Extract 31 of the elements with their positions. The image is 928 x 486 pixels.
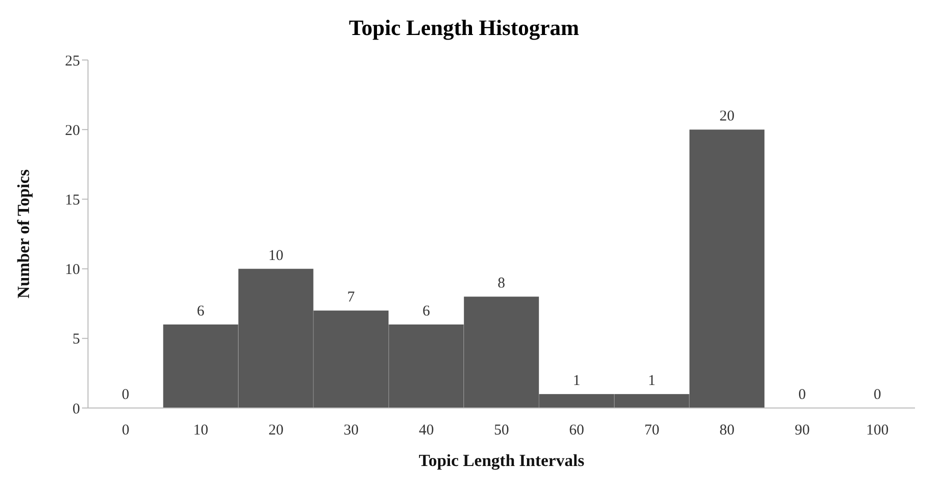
x-tick-label: 20 [268,422,284,439]
y-tick-label: 0 [72,401,80,418]
x-tick-label: 40 [418,422,434,439]
x-tick-label: 100 [866,422,889,439]
data-label: 20 [719,108,734,125]
data-label: 6 [196,303,205,320]
x-tick-label: 10 [193,422,208,439]
y-axis-title: Number of Topics [14,169,34,299]
x-axis-title: Topic Length Intervals [418,451,585,470]
data-label: 10 [268,248,284,264]
x-tick-label: 90 [794,422,810,439]
y-tick-label: 15 [65,192,80,209]
data-label: 0 [874,387,882,403]
data-label: 0 [798,387,806,403]
data-label: 7 [347,290,356,306]
data-label: 8 [498,276,506,292]
data-label: 1 [572,373,580,390]
x-tick-label: 30 [344,422,359,439]
x-tick-label: 70 [644,422,660,439]
data-label: 0 [122,387,130,403]
x-tick-label: 60 [569,422,584,439]
y-tick-label: 5 [72,332,80,348]
data-label: 1 [648,373,656,390]
y-tick-label: 25 [65,53,80,70]
y-tick-label: 20 [65,122,80,139]
x-tick-label: 50 [494,422,509,439]
x-tick-label: 80 [720,422,735,439]
data-label: 6 [422,303,430,320]
x-tick-label: 0 [122,422,130,439]
y-tick-label: 10 [65,262,80,278]
chart-title: Topic Length Histogram [348,14,580,42]
